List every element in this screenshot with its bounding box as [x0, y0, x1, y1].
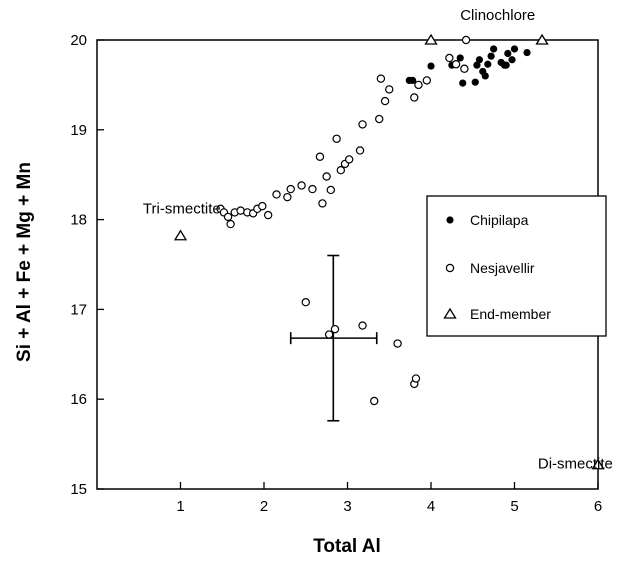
- point-chipilapa: [456, 54, 464, 62]
- x-tick-label: 6: [594, 498, 602, 515]
- point-chipilapa: [484, 60, 492, 68]
- point-chipilapa: [508, 56, 516, 64]
- point-chipilapa: [471, 78, 479, 86]
- legend-marker-chipilapa: [446, 216, 454, 224]
- point-nesjavellir: [380, 96, 390, 106]
- y-axis-title: Si + Al + Fe + Mg + Mn: [14, 162, 35, 362]
- point-end-member: [173, 229, 188, 241]
- point-nesjavellir: [301, 298, 310, 307]
- point-chipilapa: [487, 52, 495, 60]
- point-nesjavellir: [286, 184, 295, 194]
- point-nesjavellir: [385, 85, 394, 94]
- point-nesjavellir: [376, 74, 386, 83]
- point-nesjavellir: [336, 166, 346, 175]
- point-chipilapa: [502, 61, 510, 69]
- point-nesjavellir: [422, 76, 432, 85]
- x-tick-label: 1: [176, 498, 184, 515]
- point-chipilapa: [459, 79, 467, 87]
- point-nesjavellir: [410, 93, 419, 102]
- legend-label-chipilapa: Chipilapa: [470, 212, 529, 228]
- point-nesjavellir: [236, 206, 245, 215]
- point-nesjavellir: [223, 212, 233, 222]
- data-points: [173, 33, 605, 470]
- axis-ticks: 1 2 3 4 5 6 15 16 17 18 19 20: [70, 32, 602, 515]
- point-chipilapa: [475, 56, 484, 64]
- point-nesjavellir: [460, 64, 469, 73]
- point-chipilapa: [523, 48, 531, 57]
- legend-label-nesjavellir: Nesjavellir: [470, 260, 535, 276]
- point-nesjavellir: [308, 184, 317, 194]
- point-nesjavellir: [358, 321, 367, 330]
- annotation-label: Di-smectite: [538, 455, 613, 472]
- point-chipilapa: [409, 76, 417, 85]
- x-tick-label: 3: [343, 498, 351, 515]
- point-chipilapa: [481, 72, 489, 80]
- point-nesjavellir: [258, 201, 267, 211]
- point-nesjavellir: [411, 374, 421, 383]
- x-tick-label: 4: [427, 498, 435, 515]
- point-nesjavellir: [370, 396, 379, 406]
- y-tick-label: 18: [70, 212, 87, 229]
- point-nesjavellir: [324, 330, 334, 339]
- point-end-member: [591, 458, 605, 470]
- point-nesjavellir: [272, 190, 281, 199]
- point-nesjavellir: [358, 120, 367, 129]
- legend-box: [426, 195, 607, 337]
- point-nesjavellir: [332, 134, 341, 143]
- point-chipilapa: [427, 62, 435, 70]
- x-tick-label: 2: [260, 498, 268, 515]
- legend: Chipilapa Nesjavellir End-member: [426, 195, 607, 337]
- y-tick-label: 19: [70, 122, 87, 139]
- point-nesjavellir: [226, 219, 235, 229]
- point-nesjavellir: [283, 192, 292, 202]
- legend-marker-nesjavellir: [445, 263, 455, 273]
- point-nesjavellir: [445, 53, 454, 63]
- annotation-label: Tri-smectite: [143, 200, 221, 217]
- point-nesjavellir: [330, 324, 340, 334]
- point-nesjavellir: [451, 60, 461, 69]
- point-chipilapa: [510, 45, 519, 53]
- point-chipilapa: [473, 61, 481, 69]
- y-tick-label: 16: [70, 391, 87, 408]
- point-nesjavellir: [326, 185, 335, 195]
- x-axis-title: Total Al: [313, 536, 381, 557]
- y-tick-label: 20: [70, 32, 87, 49]
- annotation-label: Clinochlore: [460, 7, 535, 24]
- point-nesjavellir: [414, 80, 423, 90]
- point-nesjavellir: [263, 210, 273, 220]
- annotations: Clinochlore Tri-smectite Di-smectite: [143, 7, 613, 472]
- point-nesjavellir: [315, 152, 325, 161]
- x-tick-label: 5: [510, 498, 518, 515]
- error-bar: [289, 254, 378, 422]
- point-nesjavellir: [393, 339, 402, 348]
- point-nesjavellir: [322, 172, 331, 181]
- y-tick-label: 15: [70, 481, 87, 498]
- point-nesjavellir: [344, 155, 354, 164]
- point-nesjavellir: [461, 35, 471, 45]
- legend-label-end-member: End-member: [470, 306, 551, 322]
- legend-marker-end-member: [443, 307, 457, 319]
- point-chipilapa: [490, 45, 498, 53]
- point-nesjavellir: [297, 181, 306, 190]
- point-nesjavellir: [355, 146, 365, 155]
- point-end-member: [424, 33, 438, 45]
- point-nesjavellir: [318, 199, 327, 208]
- point-nesjavellir: [375, 114, 384, 124]
- point-end-member: [535, 33, 549, 45]
- y-tick-label: 17: [70, 301, 87, 318]
- point-chipilapa: [504, 49, 512, 58]
